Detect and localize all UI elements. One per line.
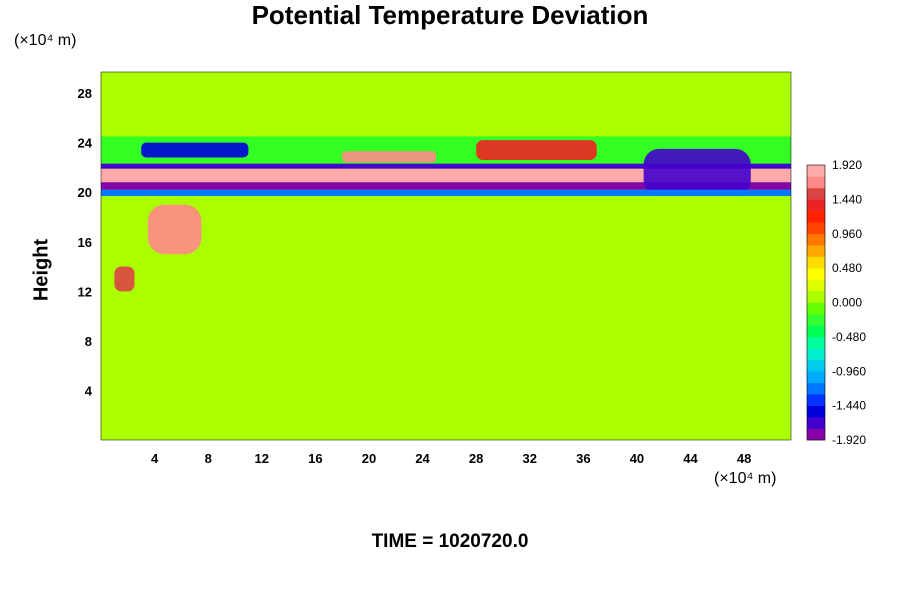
colorbar-segment-8 (807, 336, 825, 349)
colorbar-segment-5 (807, 371, 825, 384)
x-tick-label-9: 40 (630, 451, 644, 466)
x-tick-label-6: 28 (469, 451, 483, 466)
y-tick-label-2: 12 (78, 284, 92, 299)
field-region-6 (141, 142, 249, 158)
colorbar-label-3: 0.480 (832, 261, 862, 275)
colorbar-segment-7 (807, 348, 825, 361)
field-region-11 (101, 195, 791, 440)
x-axis-unit: (×10⁴ m) (714, 470, 777, 487)
colorbar-segment-17 (807, 233, 825, 246)
x-tick-label-5: 24 (415, 451, 430, 466)
x-tick-label-7: 32 (523, 451, 537, 466)
colorbar-segment-15 (807, 256, 825, 269)
colorbar-label-8: -1.920 (832, 433, 866, 447)
colorbar-segment-2 (807, 405, 825, 418)
field-region-3 (101, 189, 791, 196)
colorbar-segment-3 (807, 394, 825, 406)
colorbar-label-1: 1.440 (832, 192, 862, 206)
x-tick-label-0: 4 (151, 451, 159, 466)
colorbar-segment-14 (807, 268, 825, 280)
x-tick-label-11: 48 (737, 451, 751, 466)
chart-title: Potential Temperature Deviation (251, 0, 649, 30)
y-tick-label-1: 8 (85, 334, 92, 349)
field-region-2 (101, 163, 791, 169)
colorbar-label-6: -0.960 (832, 364, 866, 378)
colorbar-segment-4 (807, 382, 825, 395)
colorbar-segment-18 (807, 222, 825, 235)
colorbar-label-0: 1.920 (832, 158, 862, 172)
x-tick-label-4: 20 (362, 451, 376, 466)
colorbar-segment-12 (807, 291, 825, 303)
colorbar-segment-16 (807, 245, 825, 257)
colorbar-segment-11 (807, 302, 825, 315)
x-tick-label-8: 36 (576, 451, 590, 466)
time-label: TIME = 1020720.0 (371, 531, 529, 552)
field-region-10 (101, 72, 791, 137)
field-region-1 (101, 182, 791, 190)
colorbar-frame (806, 164, 826, 441)
field-region-8 (476, 140, 597, 160)
colorbar-segment-10 (807, 313, 825, 326)
x-tick-label-3: 16 (308, 451, 322, 466)
field-region-7 (342, 151, 436, 163)
colorbar-segment-6 (807, 359, 825, 372)
y-tick-label-5: 24 (78, 136, 93, 151)
colorbar-segment-22 (807, 176, 825, 189)
colorbar-segment-13 (807, 279, 825, 292)
field-region-4 (147, 204, 202, 255)
y-axis-unit: (×10⁴ m) (14, 32, 77, 49)
field-region-0 (101, 168, 791, 183)
y-tick-label-6: 28 (78, 86, 92, 101)
y-tick-label-4: 20 (78, 185, 92, 200)
colorbar-segment-9 (807, 325, 825, 338)
colorbar-label-4: 0.000 (832, 296, 862, 310)
colorbar-segment-23 (807, 165, 825, 177)
field-region-9 (643, 148, 751, 196)
x-tick-label-10: 44 (683, 451, 698, 466)
y-tick-label-3: 16 (78, 235, 92, 250)
x-tick-label-2: 12 (255, 451, 269, 466)
colorbar-label-5: -0.480 (832, 330, 866, 344)
x-tick-label-1: 8 (205, 451, 212, 466)
colorbar-segment-1 (807, 417, 825, 429)
plot-frame (100, 71, 792, 441)
colorbar-segment-0 (807, 428, 825, 441)
colorbar-segment-19 (807, 210, 825, 223)
colorbar-label-7: -1.440 (832, 399, 866, 413)
colorbar-segment-20 (807, 199, 825, 212)
field-region-5 (114, 266, 135, 292)
y-tick-label-0: 4 (85, 383, 93, 398)
colorbar-label-2: 0.960 (832, 227, 862, 241)
colorbar-segment-21 (807, 187, 825, 200)
